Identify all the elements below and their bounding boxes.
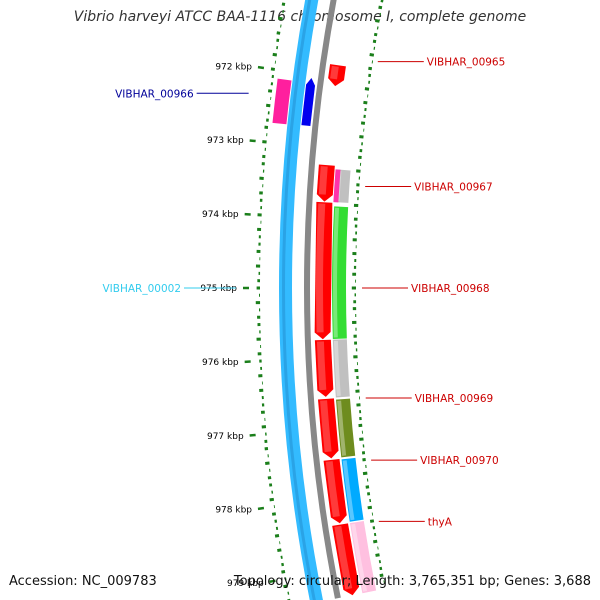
- ruler-label: 976 kbp: [202, 358, 239, 368]
- ruler-label: 972 kbp: [215, 62, 252, 72]
- gc-skew-dash: [270, 67, 276, 71]
- gene-label: thyA: [428, 516, 453, 528]
- cog-block-highlight: [337, 400, 347, 456]
- orf-block: [272, 78, 292, 125]
- forward-cds-highlight: [330, 65, 339, 80]
- forward-cds-highlight: [325, 461, 340, 518]
- backbone-highlight: [310, 0, 343, 598]
- cog-category-block: [349, 520, 377, 594]
- gc-skew-dash: [367, 505, 373, 510]
- gc-skew-dash: [369, 53, 375, 57]
- forward-cds-highlight: [320, 400, 332, 453]
- gene-label: VIBHAR_00967: [414, 182, 493, 194]
- ruler-label: 974 kbp: [202, 210, 239, 220]
- gc-skew-dash: [369, 519, 375, 523]
- cog-category-block: [331, 206, 349, 339]
- ruler-tick: [257, 506, 265, 511]
- ruler-tick: [249, 433, 256, 437]
- cog-category-block: [332, 339, 350, 398]
- gc-skew-dash: [281, 2, 286, 6]
- forward-cds-highlight: [318, 166, 328, 195]
- gc-skew-dash: [375, 553, 380, 557]
- gene-label: VIBHAR_00965: [427, 57, 506, 69]
- gc-skew-dash: [269, 497, 275, 502]
- gene-label: VIBHAR_00969: [415, 393, 494, 405]
- blast-hit-shade: [281, 0, 316, 600]
- gc-skew-dash: [362, 471, 368, 476]
- reverse-cds-arrow: [301, 78, 316, 126]
- cog-category-block: [341, 457, 364, 522]
- accession-text: Accession: NC_009783: [9, 574, 157, 589]
- ruler-tick: [249, 139, 256, 143]
- cog-block-highlight: [342, 460, 355, 521]
- gc-skew-dash: [281, 570, 286, 574]
- gc-skew-dash: [373, 539, 378, 544]
- gc-skew-dash: [378, 5, 383, 10]
- gc-skew-dash: [368, 66, 373, 71]
- gene-label: VIBHAR_00970: [420, 455, 499, 467]
- forward-cds-highlight: [334, 525, 353, 590]
- ruler-label: 978 kbp: [215, 506, 252, 516]
- cog-block-highlight: [332, 207, 340, 338]
- ruler-tick: [257, 65, 265, 70]
- gc-skew-dash: [283, 584, 288, 589]
- cog-block-highlight: [351, 523, 368, 592]
- ruler-label: 975 kbp: [200, 284, 237, 294]
- topology-text: Topology: circular; Length: 3,765,351 bp…: [233, 574, 591, 589]
- map-title: Vibrio harveyi ATCC BAA-1116 chromosome …: [73, 9, 527, 25]
- gc-skew-dash: [375, 19, 380, 23]
- ruler-label: 973 kbp: [207, 136, 244, 146]
- ruler-label: 977 kbp: [207, 432, 244, 442]
- gc-skew-dash: [278, 16, 283, 21]
- cog-pink-strip: [333, 169, 341, 203]
- gc-skew-dash: [271, 512, 277, 516]
- gene-label: VIBHAR_00002: [102, 283, 181, 295]
- feature-rings: [272, 0, 377, 600]
- cog-block-highlight: [333, 340, 341, 397]
- forward-cds-highlight: [315, 203, 326, 333]
- gc-skew-dash: [276, 31, 281, 35]
- cog-category-block: [336, 398, 356, 458]
- ruler-tick: [269, 579, 276, 583]
- gc-skew-dash: [274, 533, 280, 538]
- gc-skew-dash: [364, 87, 370, 91]
- blast-hit-ring: [278, 0, 323, 600]
- gc-skew-dash: [272, 52, 278, 57]
- forward-cds-highlight: [316, 341, 327, 391]
- gene-label-layer: VIBHAR_00965 VIBHAR_00966 VIBHAR_00967 VIBH…: [102, 57, 505, 529]
- gc-skew-dash: [277, 548, 282, 553]
- gene-label: VIBHAR_00968: [411, 283, 490, 295]
- gc-skew-dash: [379, 573, 384, 578]
- gc-skew-ring: [255, 0, 385, 600]
- ruler-label: 979 kbp: [227, 579, 264, 589]
- gene-label: VIBHAR_00966: [115, 88, 194, 100]
- backbone-ring: [304, 0, 341, 599]
- gc-skew-dash: [373, 32, 378, 37]
